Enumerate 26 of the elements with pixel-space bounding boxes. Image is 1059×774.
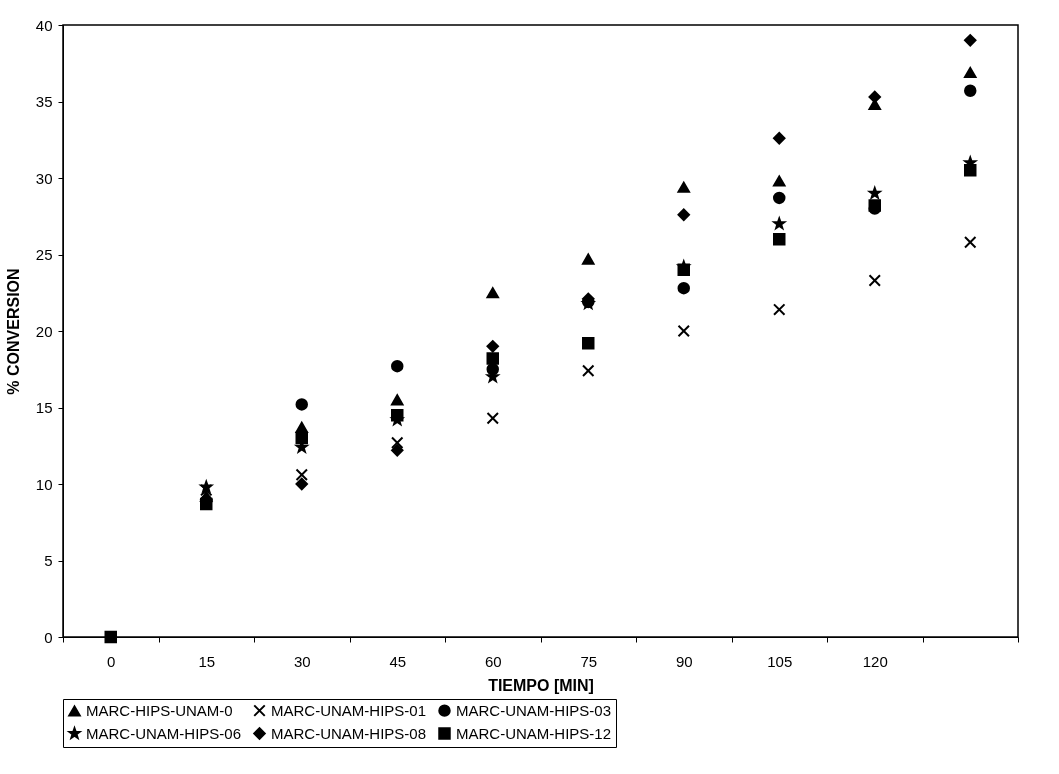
- x-tick-label: 0: [107, 652, 116, 670]
- y-tick-label: 25: [35, 246, 53, 263]
- x-tick-label: 75: [580, 652, 598, 670]
- x-tick-label: 105: [767, 652, 793, 670]
- y-tick-label: 40: [35, 16, 53, 34]
- x-tick-label: 60: [484, 652, 502, 670]
- x-tick-label: 45: [389, 652, 407, 670]
- x-tick-label: 120: [862, 652, 888, 670]
- legend-label: MARC-UNAM-HIPS-03: [456, 701, 612, 719]
- x-tick-label: 30: [293, 652, 311, 670]
- legend-label: MARC-HIPS-UNAM-0: [86, 701, 233, 719]
- y-tick-label: 0: [44, 628, 53, 646]
- y-tick-label: 10: [35, 475, 53, 493]
- y-tick-label: 35: [35, 93, 53, 110]
- y-tick-label: 15: [35, 399, 53, 416]
- legend-label: MARC-UNAM-HIPS-08: [271, 724, 427, 742]
- x-tick-label: 90: [675, 652, 693, 670]
- x-axis-title: TIEMPO [MIN]: [488, 676, 594, 694]
- y-tick-label: 20: [35, 322, 53, 340]
- x-tick-label: 15: [198, 652, 216, 670]
- y-axis-title: % CONVERSION: [4, 268, 22, 395]
- legend-label: MARC-UNAM-HIPS-01: [271, 701, 427, 719]
- legend-label: MARC-UNAM-HIPS-06: [86, 724, 242, 742]
- y-tick-label: 5: [44, 552, 53, 569]
- y-tick-label: 30: [35, 169, 53, 187]
- legend-label: MARC-UNAM-HIPS-12: [456, 724, 612, 742]
